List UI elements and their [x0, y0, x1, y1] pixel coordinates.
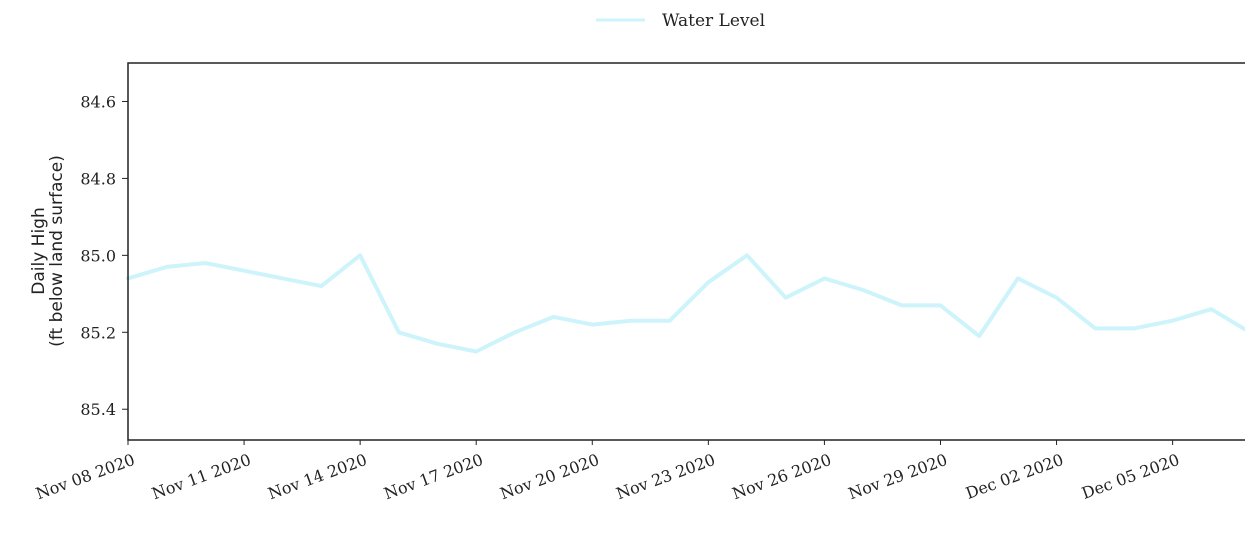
y-tick-label: 84.8 — [80, 169, 116, 188]
x-tick-label: Dec 02 2020 — [963, 450, 1066, 503]
series-layer — [126, 253, 1245, 354]
x-tick-label: Nov 20 2020 — [497, 450, 601, 503]
x-tick-label: Nov 17 2020 — [381, 450, 485, 503]
plot-area — [127, 62, 1245, 441]
y-axis-title-line-1: Daily High — [29, 207, 49, 295]
series-line-water-level — [126, 253, 1245, 354]
y-axis-title-line-2: (ft below land surface) — [47, 155, 67, 347]
legend-label: Water Level — [662, 11, 765, 31]
x-tick-label: Nov 29 2020 — [846, 450, 950, 503]
y-axis-title: Daily High (ft below land surface) — [29, 155, 67, 347]
x-tick-label: Nov 14 2020 — [265, 450, 369, 503]
y-axis: 84.6 84.8 85.0 85.2 85.4 — [80, 92, 128, 419]
legend: Water Level — [596, 11, 765, 31]
y-tick-label: 84.6 — [80, 92, 116, 111]
y-tick-label: 85.0 — [80, 246, 116, 265]
x-tick-label: Dec 05 2020 — [1079, 450, 1182, 503]
x-tick-label: Nov 08 2020 — [33, 450, 137, 503]
x-tick-label: Nov 26 2020 — [730, 450, 834, 503]
x-axis: Nov 08 2020 Nov 11 2020 Nov 14 2020 Nov 17 … — [33, 440, 1182, 503]
x-tick-label: Nov 11 2020 — [149, 450, 253, 503]
y-tick-label: 85.4 — [80, 400, 116, 419]
y-tick-label: 85.2 — [80, 323, 116, 342]
x-tick-label: Nov 23 2020 — [614, 450, 718, 503]
